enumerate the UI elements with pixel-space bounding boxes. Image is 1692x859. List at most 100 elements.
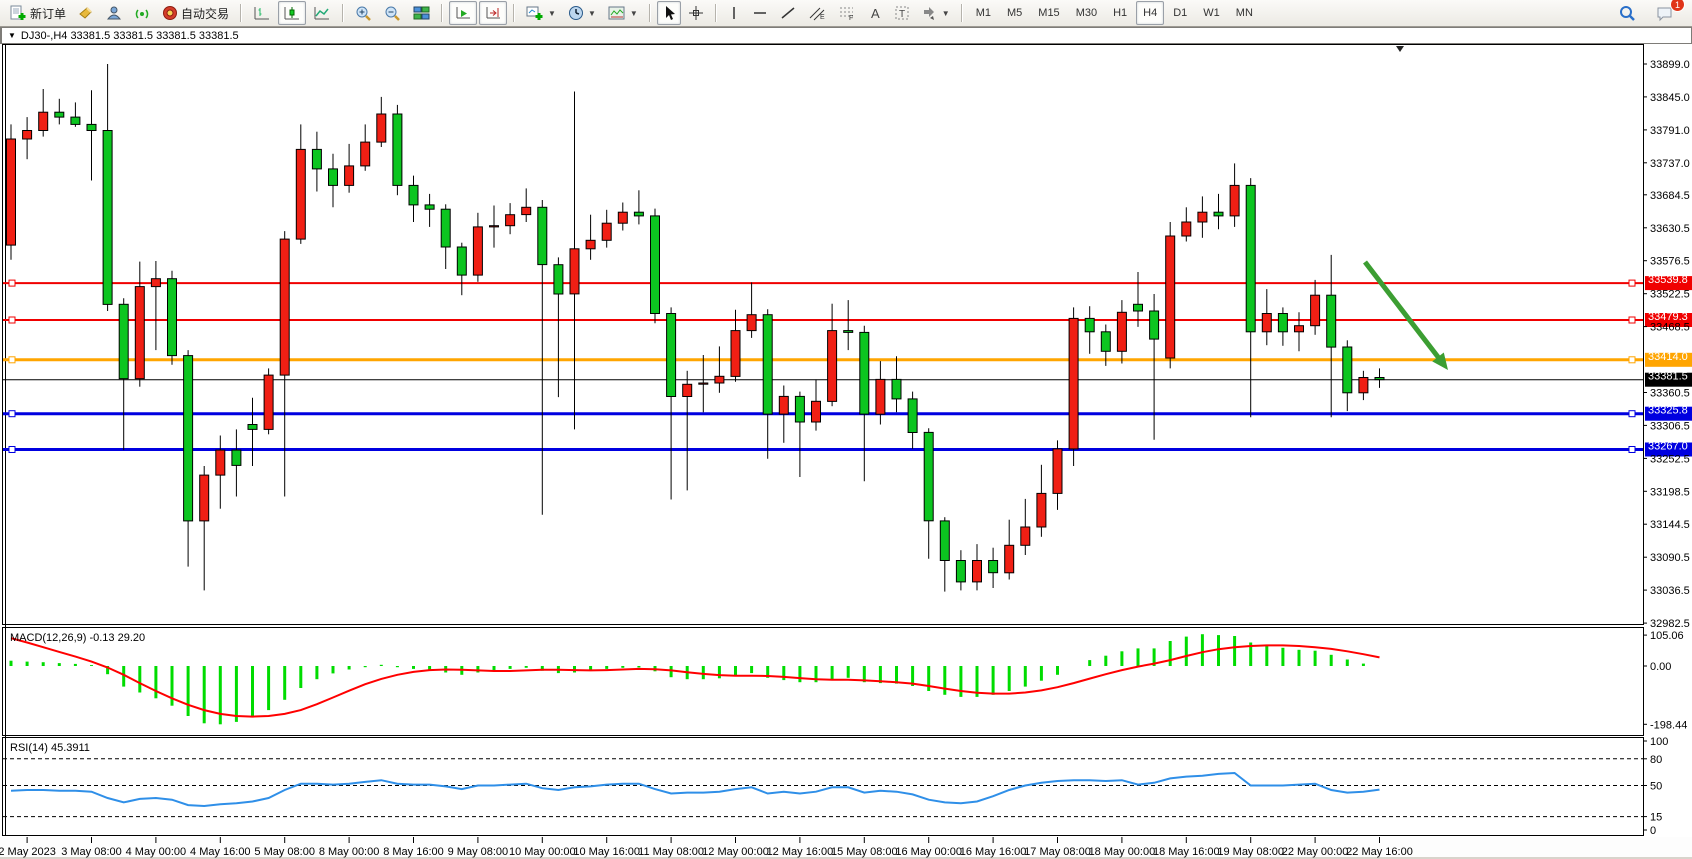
time-axis-label: 22 May 00:00 xyxy=(1282,846,1349,858)
chevron-down-icon[interactable]: ▼ xyxy=(629,8,638,18)
time-axis-label: 16 May 00:00 xyxy=(895,846,962,858)
candles-icon xyxy=(283,5,301,21)
notification-count-badge: 1 xyxy=(1670,0,1685,12)
time-axis-label: 18 May 00:00 xyxy=(1089,846,1156,858)
tile-windows-button[interactable] xyxy=(408,1,435,25)
svg-text:E: E xyxy=(820,14,825,21)
text-label-button[interactable]: T xyxy=(889,1,915,25)
textA-icon: A xyxy=(868,5,882,21)
time-axis-label: 16 May 16:00 xyxy=(960,846,1027,858)
chevron-down-icon[interactable]: ▼ xyxy=(548,8,556,18)
chart-shift-marker[interactable] xyxy=(1396,46,1404,52)
chart-collapse-icon[interactable]: ▼ xyxy=(8,31,16,40)
main-toolbar: 新订单 自动交易 ▼ ▼ ▼ E F A T ▼ M1 M5 M15 M30 H1 H4 D1 W1 MN 1 xyxy=(0,0,1692,27)
chevron-down-icon[interactable]: ▼ xyxy=(587,8,596,18)
templates-button[interactable]: ▼ xyxy=(603,1,643,25)
timeframe-m1-button[interactable]: M1 xyxy=(975,7,991,19)
toolbar-separator xyxy=(648,4,651,22)
time-axis-label: 8 May 16:00 xyxy=(383,846,444,858)
vertical-line-button[interactable] xyxy=(723,1,745,25)
trendline-icon xyxy=(780,5,796,21)
addchart-icon xyxy=(526,5,544,21)
signal-icon xyxy=(134,5,150,21)
svg-text:33325.8: 33325.8 xyxy=(1648,405,1688,417)
level-line-33414.0[interactable]: 33414.0 xyxy=(3,351,1692,367)
profile-button[interactable] xyxy=(101,1,127,25)
price-axis-label: 33198.5 xyxy=(1650,486,1690,498)
crosshair-button[interactable] xyxy=(683,1,709,25)
tile-icon xyxy=(413,5,430,21)
channel-button[interactable]: E xyxy=(803,1,831,25)
timeframe-m15-button[interactable]: M15 xyxy=(1038,7,1060,19)
search-button[interactable] xyxy=(1614,1,1641,25)
signals-button[interactable] xyxy=(129,1,155,25)
level-line-33267.0[interactable]: 33267.0 xyxy=(3,441,1692,457)
timeframe-h1-button[interactable]: H1 xyxy=(1113,7,1128,19)
timeframe-mn-button[interactable]: MN xyxy=(1235,7,1253,19)
trendline-button[interactable] xyxy=(775,1,801,25)
toolbar-separator xyxy=(441,4,444,22)
zoom-out-button[interactable] xyxy=(379,1,406,25)
toolbar-separator xyxy=(240,4,243,22)
svg-text:A: A xyxy=(871,6,880,21)
price-axis-label: 33791.0 xyxy=(1650,125,1690,137)
svg-text:33414.0: 33414.0 xyxy=(1648,351,1688,363)
time-axis-label: 5 May 08:00 xyxy=(254,846,315,858)
price-axis-label: 33522.5 xyxy=(1650,289,1690,301)
rsi-axis-label: 100 xyxy=(1650,736,1668,748)
zoomin-icon xyxy=(355,5,372,21)
auto-trading-button[interactable]: 自动交易 xyxy=(157,1,234,25)
rsi-axis-label: 0 xyxy=(1650,825,1656,837)
toolbar-separator xyxy=(513,4,516,22)
price-axis-label: 33899.0 xyxy=(1650,59,1690,71)
time-axis-label: 19 May 08:00 xyxy=(1217,846,1284,858)
price-axis-label: 33360.5 xyxy=(1650,388,1690,400)
time-axis-label: 4 May 00:00 xyxy=(126,846,187,858)
time-axis-label: 2 May 2023 xyxy=(0,846,56,858)
timeframe-m30-button[interactable]: M30 xyxy=(1075,7,1098,19)
trend-arrow-annotation[interactable] xyxy=(1363,260,1448,370)
bars-icon xyxy=(253,5,271,21)
auto-scroll-button[interactable] xyxy=(449,1,478,25)
autotrade-icon xyxy=(162,5,178,21)
price-axis-label: 33252.5 xyxy=(1650,453,1690,465)
svg-text:33539.8: 33539.8 xyxy=(1648,274,1688,286)
text-button[interactable]: A xyxy=(863,1,887,25)
chart-canvas[interactable]: 33539.8 33479.3 33414.0 33381.5 33325.8 33267… xyxy=(0,44,1692,859)
line-chart-button[interactable] xyxy=(308,1,336,25)
bar-chart-button[interactable] xyxy=(248,1,276,25)
zoom-in-button[interactable] xyxy=(350,1,377,25)
level-line-33539.8[interactable]: 33539.8 xyxy=(3,274,1692,291)
linechart-icon xyxy=(313,5,331,21)
price-axis-label: 33737.0 xyxy=(1650,158,1690,170)
chevron-down-icon[interactable]: ▼ xyxy=(941,8,950,18)
timeframe-h4-button[interactable]: H4 xyxy=(1136,1,1165,25)
new-order-button[interactable]: 新订单 xyxy=(5,1,71,25)
svg-text:33479.3: 33479.3 xyxy=(1648,311,1688,323)
quotes-button[interactable] xyxy=(73,1,99,25)
level-line-33479.3[interactable]: 33479.3 xyxy=(3,311,1692,327)
timeframe-m5-button[interactable]: M5 xyxy=(1007,7,1023,19)
price-axis-label: 33468.5 xyxy=(1650,322,1690,334)
template-icon xyxy=(608,5,626,21)
macd-axis-label: 105.06 xyxy=(1650,630,1684,642)
cursor-button[interactable] xyxy=(656,1,681,25)
timeframe-w1-button[interactable]: W1 xyxy=(1203,7,1220,19)
time-axis-label: 8 May 00:00 xyxy=(319,846,380,858)
candlestick-button[interactable] xyxy=(278,1,307,25)
time-axis[interactable]: 2 May 2023 3 May 08:00 4 May 00:00 4 May 16… xyxy=(0,837,1413,858)
time-axis-label: 3 May 08:00 xyxy=(61,846,122,858)
rsi-indicator: RSI(14) 45.3911 xyxy=(3,742,1643,818)
level-line-33325.8[interactable]: 33325.8 xyxy=(3,405,1692,421)
periods-button[interactable]: ▼ xyxy=(563,1,601,25)
fibonacci-button[interactable]: F xyxy=(833,1,861,25)
timeframe-d1-button[interactable]: D1 xyxy=(1173,7,1188,19)
chart-title-bar: ▼ DJ30-,H4 33381.5 33381.5 33381.5 33381… xyxy=(0,27,1692,44)
arrows-button[interactable]: ▼ xyxy=(917,1,955,25)
level-line-33381.5[interactable]: 33381.5 xyxy=(3,371,1692,387)
chart-shift-button[interactable] xyxy=(479,1,508,25)
horizontal-line-button[interactable] xyxy=(747,1,773,25)
notifications-button[interactable]: 1 xyxy=(1651,0,1685,25)
new-chart-button[interactable]: ▼ xyxy=(521,1,561,25)
price-axis-label: 33630.5 xyxy=(1650,223,1690,235)
